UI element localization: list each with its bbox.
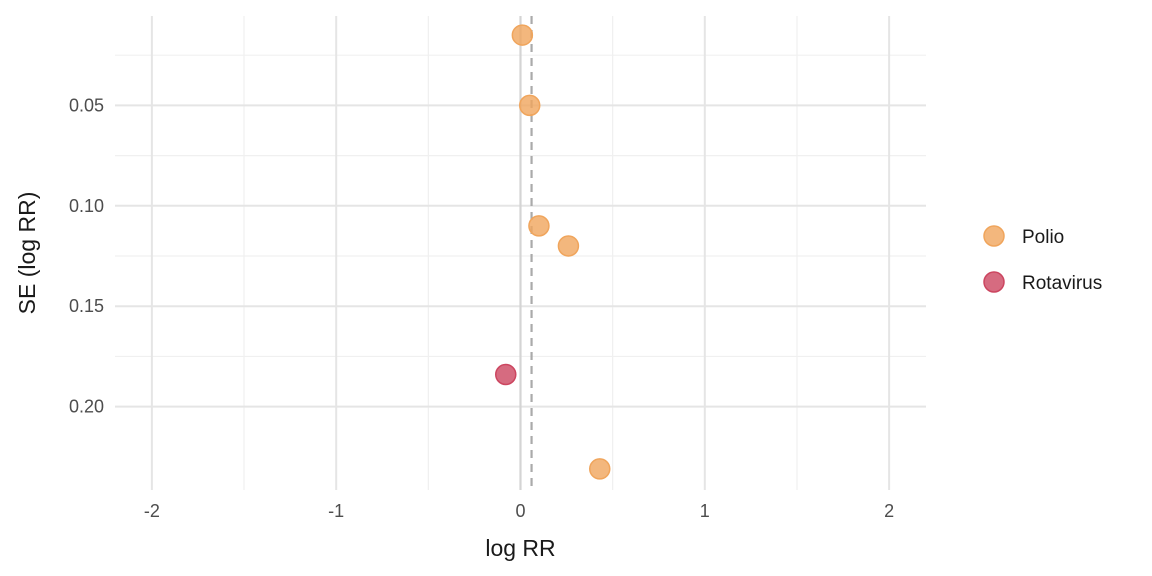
- x-tick-label: -2: [144, 501, 160, 521]
- y-tick-label: 0.10: [69, 196, 104, 216]
- x-axis-title: log RR: [485, 535, 555, 561]
- point-polio: [528, 215, 550, 237]
- point-polio: [589, 458, 611, 480]
- legend: Polio Rotavirus: [983, 225, 1102, 294]
- legend-label-rotavirus: Rotavirus: [1022, 273, 1102, 294]
- reference-lines: [519, 16, 533, 490]
- legend-key-rotavirus: [983, 271, 1005, 293]
- y-axis-title: SE (log RR): [14, 192, 40, 315]
- x-tick-label: 1: [700, 501, 710, 521]
- y-tick-label: 0.20: [69, 397, 104, 417]
- x-axis-tick-labels: -2 -1 0 1 2: [144, 501, 894, 521]
- point-polio: [511, 24, 534, 46]
- data-points: [495, 24, 611, 480]
- legend-key-polio: [983, 225, 1005, 247]
- legend-label-polio: Polio: [1022, 227, 1064, 248]
- x-tick-label: 0: [515, 501, 525, 521]
- point-polio: [518, 94, 541, 117]
- y-tick-label: 0.15: [69, 296, 104, 316]
- x-tick-label: -1: [328, 501, 344, 521]
- point-polio: [557, 235, 580, 257]
- y-axis-tick-labels: 0.05 0.10 0.15 0.20: [69, 95, 104, 416]
- x-tick-label: 2: [884, 501, 894, 521]
- point-rotavirus: [495, 363, 517, 386]
- y-tick-label: 0.05: [69, 95, 104, 115]
